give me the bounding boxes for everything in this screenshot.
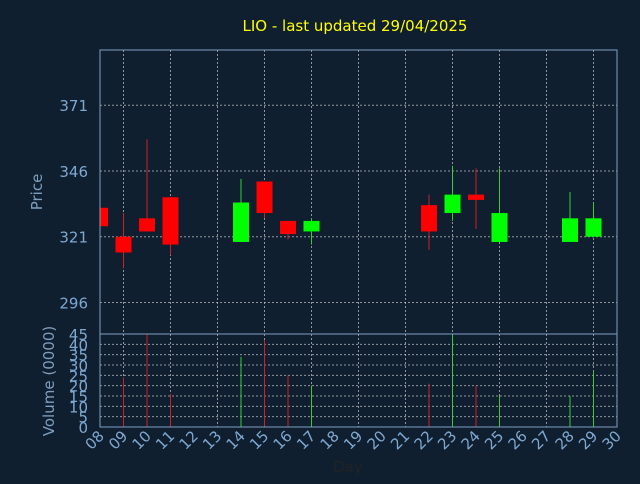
volume-bars [123,334,594,427]
volume-tick-label: 40 [69,336,88,354]
candle-body [256,181,273,214]
volume-tick-label: 0 [78,419,88,437]
x-axis-label: Day [333,458,363,476]
candle-body [139,218,155,232]
volume-tick-label: 45 [69,326,88,344]
candle-body [280,220,296,235]
candle-body [162,197,179,245]
candle-body [233,202,249,242]
volume-axis-label: Volume (0000) [40,326,58,436]
volume-tick-label: 25 [69,367,88,385]
candle-body [585,218,602,237]
candle-body [491,213,508,242]
price-tick-label: 371 [59,97,88,115]
candle-body [115,236,132,253]
chart-title: LIO - last updated 29/04/2025 [243,17,468,35]
candle-body [444,194,461,214]
volume-tick-label: 30 [69,357,88,375]
volume-tick-label: 20 [69,378,88,396]
price-tick-label: 346 [59,163,88,181]
candle-body [100,207,108,227]
price-axis-label: Price [28,174,46,211]
volume-tick-label: 35 [69,347,88,365]
x-tick-labels: 0809101112131415161718192021222324252627… [82,427,625,453]
candle-body [468,194,484,200]
volume-tick-label: 15 [69,388,88,406]
volume-tick-label: 10 [69,398,88,416]
candles [99,139,602,269]
price-tick-label: 296 [59,294,88,312]
volume-panel-frame [99,333,618,428]
price-tick-labels: 296 321 346 371 [59,97,88,312]
candle-body [303,220,320,232]
candle-body [562,218,578,242]
volume-tick-label: 5 [78,409,88,427]
candle-body [421,205,437,232]
price-tick-label: 321 [59,229,88,247]
